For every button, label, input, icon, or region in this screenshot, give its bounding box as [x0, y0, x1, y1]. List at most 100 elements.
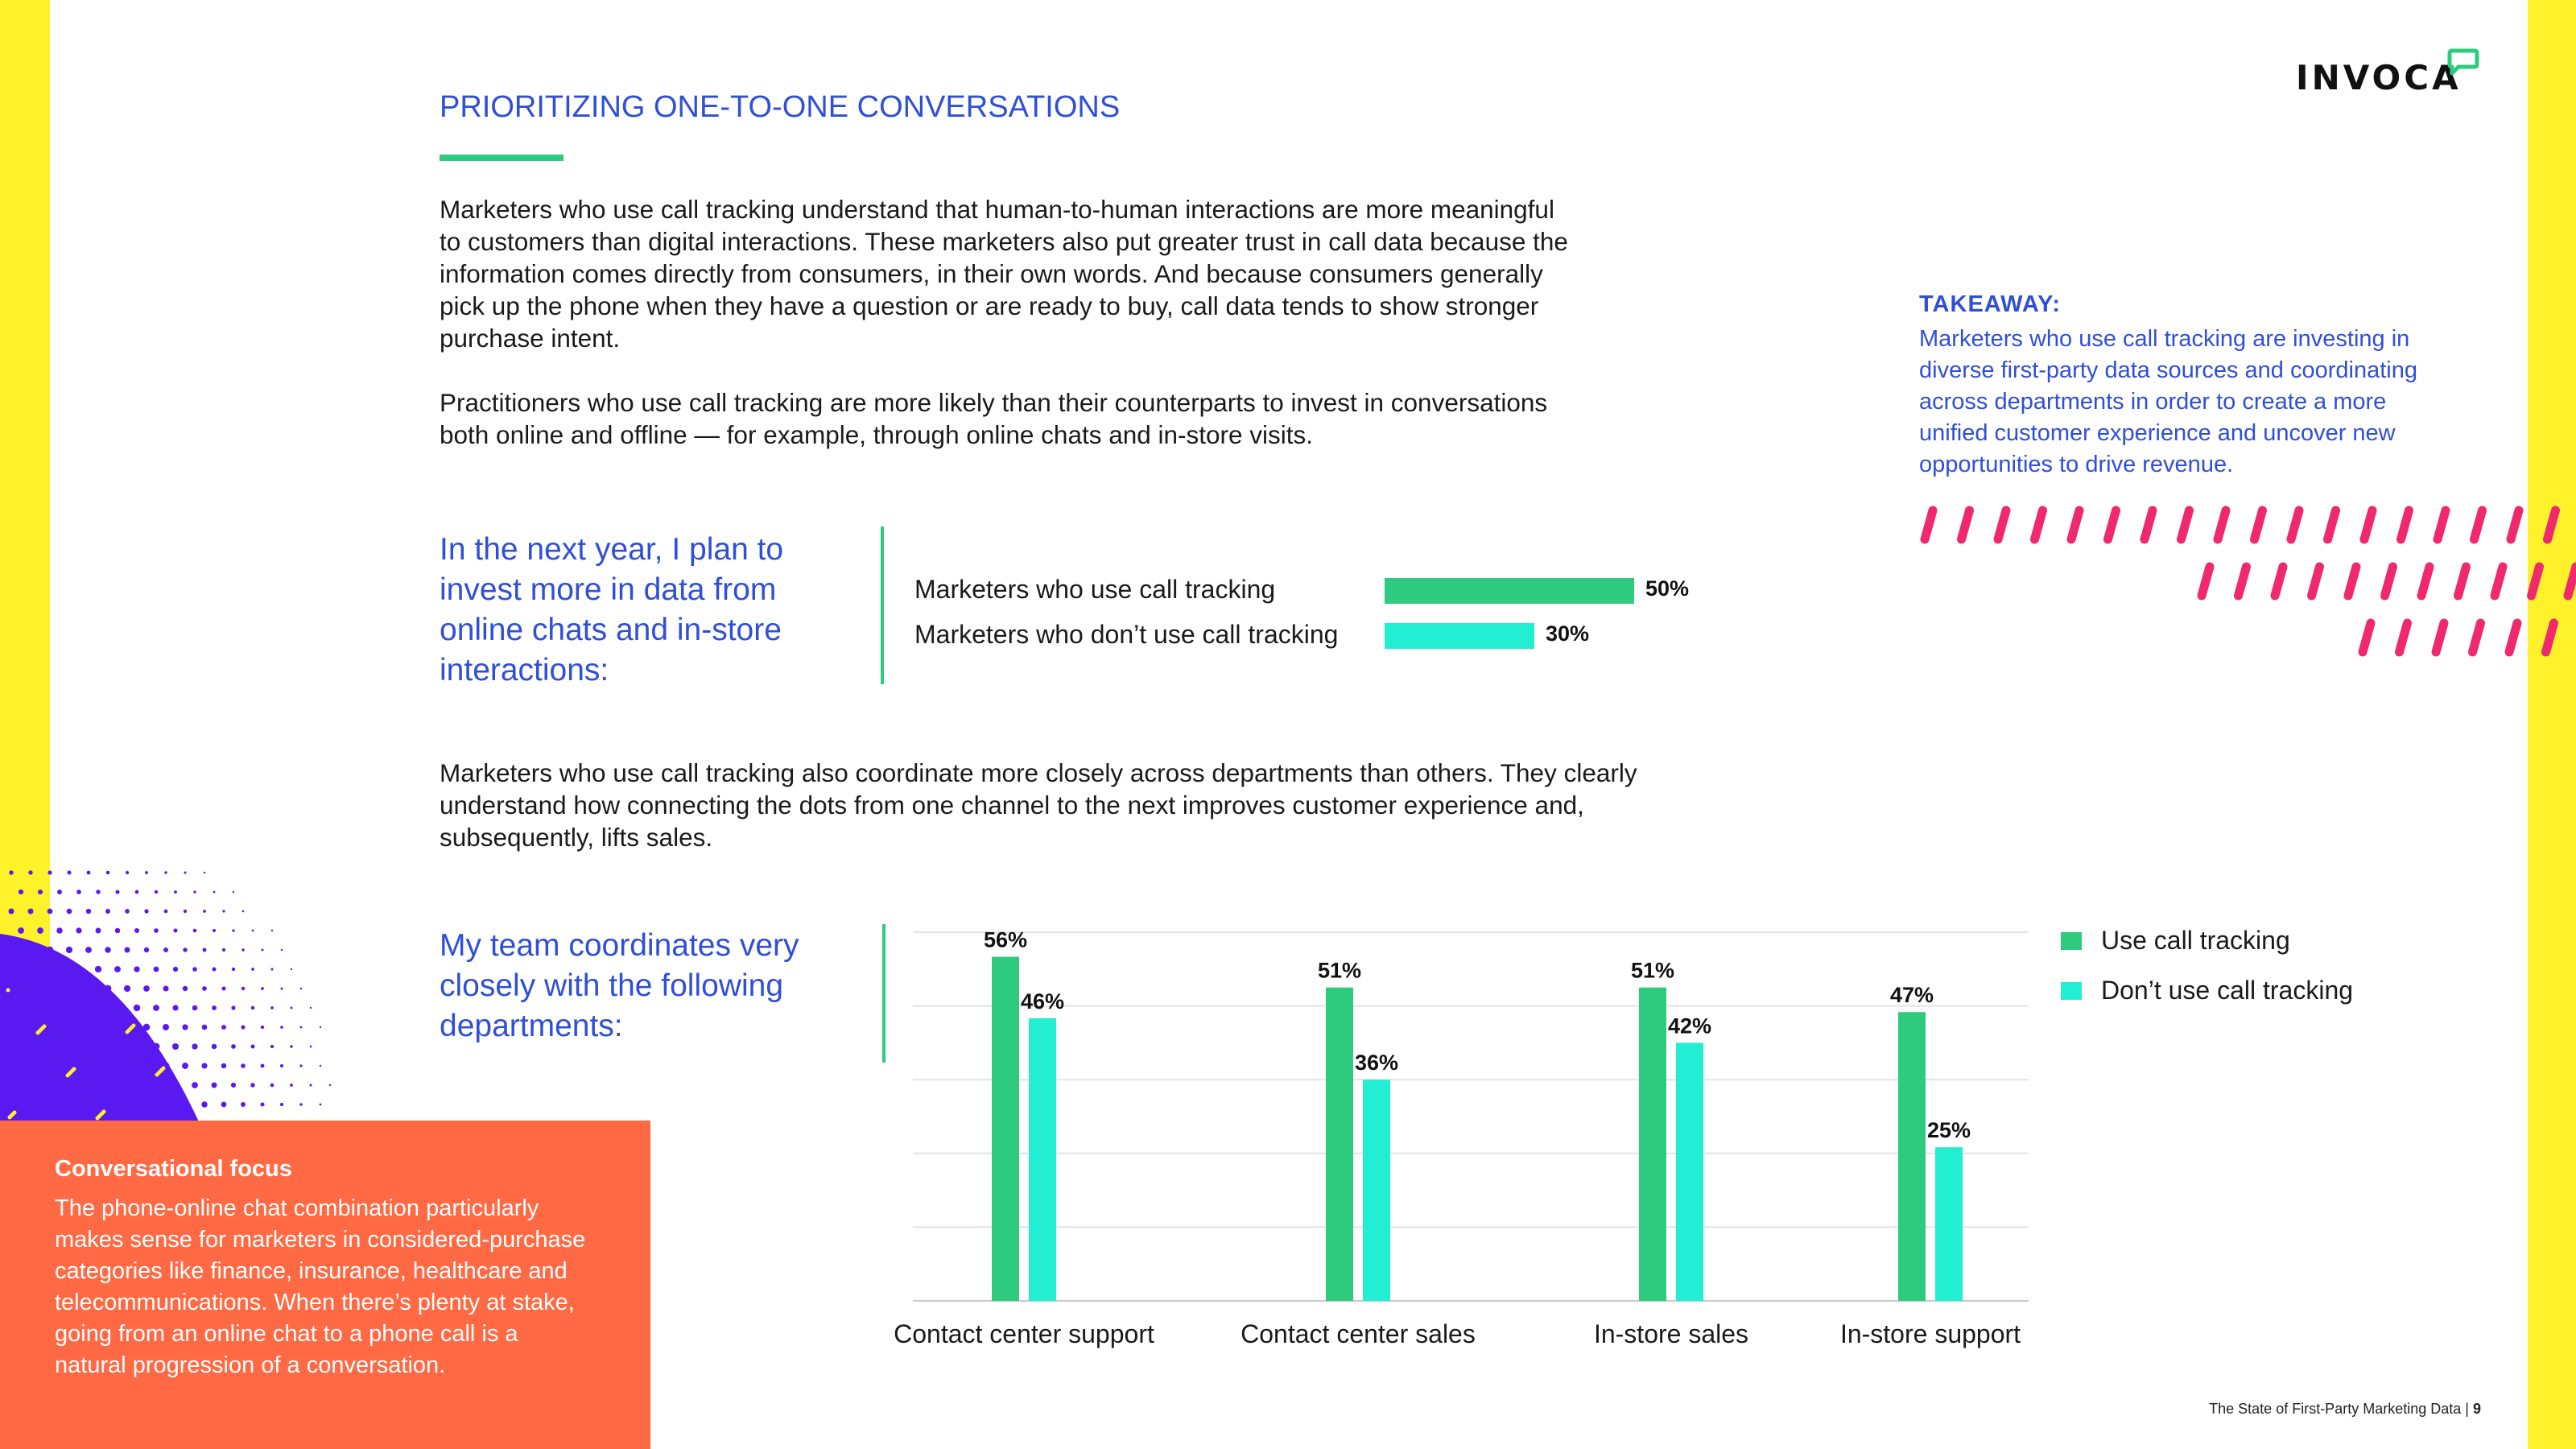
right-yellow-stripe	[2528, 0, 2576, 1449]
question-2-divider	[882, 924, 886, 1063]
purple-dot	[134, 966, 140, 972]
purple-dot	[46, 985, 54, 993]
purple-dot	[270, 968, 274, 971]
purple-dot	[280, 1026, 283, 1029]
pink-dash	[2563, 562, 2576, 601]
hbar-value-1: 30%	[1546, 621, 1590, 646]
hbar-label-0: Marketers who use call tracking	[914, 575, 1276, 604]
purple-dots-decoration	[0, 870, 332, 1127]
purple-dot	[231, 1005, 236, 1010]
purple-dot	[211, 1082, 217, 1088]
purple-dot	[26, 1022, 35, 1032]
purple-dot	[67, 870, 72, 875]
purple-dot	[56, 965, 64, 973]
purple-dot	[279, 1102, 284, 1107]
coordination-paragraph: Marketers who use call tracking also coo…	[440, 758, 1637, 852]
purple-dot	[213, 929, 216, 932]
footer-separator: |	[2465, 1401, 2469, 1417]
purple-dot	[142, 1100, 151, 1108]
purple-dot	[113, 1080, 122, 1090]
purple-dot	[164, 871, 167, 874]
purple-dot	[47, 908, 53, 914]
purple-dot	[260, 1025, 265, 1030]
purple-dot	[251, 929, 254, 932]
box-title: Conversational focus	[55, 1156, 292, 1182]
footer-title: The State of First-Party Marketing Data	[2209, 1401, 2462, 1417]
purple-dot	[134, 890, 139, 894]
purple-dot	[7, 946, 15, 954]
purple-dot	[9, 870, 14, 875]
bar-label-0-0: 56%	[984, 928, 1027, 952]
purple-dot	[182, 985, 188, 992]
bar-dont-use-2	[1676, 1042, 1703, 1301]
purple-dot	[105, 947, 111, 953]
pink-dash	[2431, 618, 2449, 657]
purple-dot	[280, 987, 283, 990]
purple-dot	[114, 1004, 122, 1012]
purple-dot	[85, 985, 93, 993]
purple-dot	[134, 927, 140, 934]
purple-dot	[173, 928, 178, 933]
pink-dash	[2527, 562, 2544, 601]
purple-dot	[163, 1024, 169, 1030]
purple-dot	[163, 909, 168, 914]
pink-dash	[2490, 562, 2508, 601]
purple-dot	[241, 1025, 246, 1030]
purple-dot	[270, 1044, 275, 1049]
purple-dot	[104, 1023, 112, 1031]
purple-dot	[192, 928, 197, 933]
purple-dot	[290, 1006, 293, 1009]
purple-dot	[261, 948, 264, 952]
purple-dot	[84, 1022, 93, 1032]
bar-label-1-1: 36%	[1355, 1051, 1398, 1075]
bar-use-3	[1898, 1012, 1926, 1301]
pink-dash	[2066, 506, 2084, 544]
purple-dot	[279, 1063, 284, 1068]
purple-dot	[142, 1023, 151, 1031]
purple-dot	[251, 968, 254, 971]
purple-dot	[74, 1042, 84, 1051]
purple-dot	[35, 1003, 45, 1013]
purple-dot	[241, 1063, 246, 1068]
purple-dot	[142, 1062, 151, 1070]
purple-dot	[65, 985, 73, 993]
pink-dash	[2323, 506, 2340, 544]
purple-dot	[44, 1099, 56, 1110]
purple-dot	[74, 1003, 84, 1013]
purple-dot	[182, 1024, 188, 1030]
purple-dot	[174, 890, 177, 894]
purple-dot	[201, 1063, 208, 1069]
purple-dot	[290, 968, 293, 971]
purple-dot	[18, 889, 24, 895]
purple-dot	[153, 966, 159, 972]
purple-dot	[37, 927, 43, 934]
purple-dot	[222, 910, 225, 913]
question-1: In the next year, I plan to invest more …	[440, 532, 784, 687]
purple-dot	[93, 1042, 103, 1051]
yellow-fleck	[161, 1066, 166, 1071]
purple-dot	[232, 929, 235, 932]
purple-dot	[36, 965, 44, 973]
bar-dont-use-1	[1363, 1080, 1390, 1301]
purple-dot	[299, 1103, 303, 1106]
purple-dot	[172, 1005, 179, 1011]
purple-dot	[104, 985, 112, 993]
question-2: My team coordinates very closely with th…	[440, 928, 799, 1043]
purple-dot	[211, 1043, 217, 1050]
bar-use-0	[992, 956, 1019, 1301]
purple-dot	[105, 870, 110, 875]
section-title: PRIORITIZING ONE-TO-ONE CONVERSATIONS	[440, 90, 1121, 124]
purple-dot	[232, 890, 235, 894]
purple-dot	[56, 927, 63, 934]
bar-label-1-0: 46%	[1021, 989, 1064, 1013]
pink-dash	[2250, 506, 2267, 544]
purple-dot	[94, 1004, 102, 1012]
purple-dot	[192, 1082, 198, 1088]
pink-dash	[2103, 506, 2120, 544]
purple-dot	[154, 890, 159, 894]
purple-dot	[45, 1022, 55, 1032]
practitioners-paragraph: Practitioners who use call tracking are …	[440, 388, 1548, 449]
bar-label-1-2: 42%	[1668, 1013, 1711, 1038]
purple-dot	[242, 910, 245, 913]
conversational-focus-box	[0, 1121, 650, 1449]
